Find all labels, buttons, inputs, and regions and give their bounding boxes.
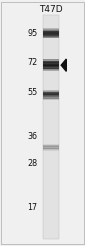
Polygon shape (61, 59, 66, 71)
Text: T47D: T47D (39, 5, 63, 14)
FancyBboxPatch shape (43, 69, 59, 70)
FancyBboxPatch shape (43, 65, 59, 66)
Text: 17: 17 (27, 203, 37, 212)
FancyBboxPatch shape (43, 59, 59, 60)
FancyBboxPatch shape (43, 63, 59, 64)
FancyBboxPatch shape (43, 145, 59, 146)
Text: 28: 28 (27, 159, 37, 168)
FancyBboxPatch shape (43, 90, 59, 91)
FancyBboxPatch shape (43, 35, 59, 36)
FancyBboxPatch shape (42, 15, 60, 239)
FancyBboxPatch shape (43, 91, 59, 92)
FancyBboxPatch shape (43, 98, 59, 99)
FancyBboxPatch shape (43, 97, 59, 98)
FancyBboxPatch shape (43, 30, 59, 31)
FancyBboxPatch shape (43, 144, 59, 145)
FancyBboxPatch shape (43, 70, 59, 71)
FancyBboxPatch shape (43, 90, 59, 91)
FancyBboxPatch shape (43, 37, 59, 38)
FancyBboxPatch shape (43, 61, 59, 62)
FancyBboxPatch shape (43, 96, 59, 97)
FancyBboxPatch shape (43, 64, 59, 65)
FancyBboxPatch shape (43, 65, 59, 66)
FancyBboxPatch shape (43, 95, 59, 96)
FancyBboxPatch shape (43, 91, 59, 92)
Text: 36: 36 (27, 132, 37, 141)
FancyBboxPatch shape (43, 149, 59, 150)
FancyBboxPatch shape (43, 30, 59, 31)
FancyBboxPatch shape (43, 97, 59, 98)
FancyBboxPatch shape (43, 147, 59, 148)
FancyBboxPatch shape (43, 68, 59, 69)
FancyBboxPatch shape (43, 148, 59, 149)
FancyBboxPatch shape (43, 34, 59, 35)
FancyBboxPatch shape (43, 145, 59, 146)
FancyBboxPatch shape (43, 29, 59, 30)
FancyBboxPatch shape (43, 60, 59, 61)
FancyBboxPatch shape (43, 67, 59, 68)
FancyBboxPatch shape (43, 32, 59, 33)
Text: 72: 72 (27, 58, 37, 67)
FancyBboxPatch shape (43, 93, 59, 94)
FancyBboxPatch shape (43, 33, 59, 34)
FancyBboxPatch shape (43, 36, 59, 37)
FancyBboxPatch shape (43, 60, 59, 61)
FancyBboxPatch shape (43, 64, 59, 65)
FancyBboxPatch shape (43, 62, 59, 63)
FancyBboxPatch shape (43, 99, 59, 100)
FancyBboxPatch shape (43, 28, 59, 29)
FancyBboxPatch shape (43, 66, 59, 67)
Text: 95: 95 (27, 29, 37, 38)
FancyBboxPatch shape (43, 68, 59, 69)
FancyBboxPatch shape (43, 69, 59, 70)
FancyBboxPatch shape (43, 29, 59, 30)
FancyBboxPatch shape (43, 92, 59, 93)
Text: 55: 55 (27, 88, 37, 97)
FancyBboxPatch shape (43, 94, 59, 95)
FancyBboxPatch shape (43, 31, 59, 32)
FancyBboxPatch shape (43, 150, 59, 151)
FancyBboxPatch shape (43, 36, 59, 37)
FancyBboxPatch shape (43, 37, 59, 38)
FancyBboxPatch shape (43, 150, 59, 151)
FancyBboxPatch shape (43, 98, 59, 99)
FancyBboxPatch shape (43, 59, 59, 60)
FancyBboxPatch shape (43, 146, 59, 147)
FancyBboxPatch shape (43, 28, 59, 29)
FancyBboxPatch shape (43, 148, 59, 149)
